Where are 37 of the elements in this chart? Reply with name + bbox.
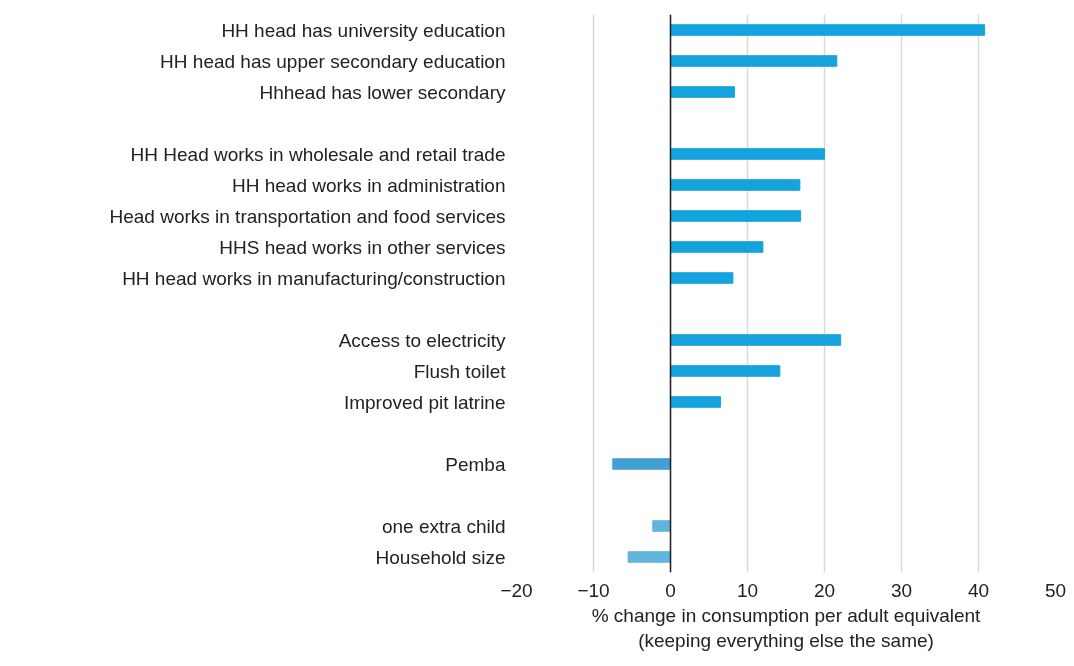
y-tick-label: Pemba	[445, 453, 506, 475]
x-tick-label: 10	[736, 579, 759, 601]
x-tick-label: −20	[500, 579, 533, 601]
bar	[670, 179, 801, 191]
bar	[670, 24, 986, 36]
x-tick-label: 40	[967, 579, 990, 601]
bar	[670, 148, 825, 160]
bar	[670, 55, 838, 67]
bar	[627, 551, 671, 563]
y-tick-label: HH head has university education	[221, 19, 506, 41]
x-tick-label: 20	[813, 579, 836, 601]
y-tick-label: HH head works in manufacturing/construction	[122, 267, 506, 289]
bar	[670, 396, 722, 408]
bar	[652, 520, 671, 532]
y-tick-label: HH head has upper secondary education	[160, 50, 506, 72]
bar	[612, 458, 671, 470]
x-tick-label: 50	[1044, 579, 1067, 601]
y-tick-label: Improved pit latrine	[343, 391, 506, 413]
x-tick-label: 30	[890, 579, 913, 601]
bar	[670, 210, 802, 222]
x-tick-label: −10	[577, 579, 610, 601]
y-tick-label: one extra child	[381, 515, 506, 537]
bar	[670, 241, 764, 253]
y-tick-label: Household size	[375, 546, 506, 568]
y-tick-label: HHS head works in other services	[219, 236, 506, 258]
x-tick-label: 0	[665, 579, 676, 601]
bar	[670, 86, 735, 98]
x-axis-title: % change in consumption per adult equivalent (keeping everything else the same)	[591, 604, 982, 651]
y-tick-label: Hhhead has lower secondary	[259, 81, 506, 103]
bar	[670, 334, 842, 346]
bar	[670, 272, 734, 284]
y-tick-label: HH Head works in wholesale and retail trade	[130, 143, 506, 165]
y-tick-label: Access to electricity	[338, 329, 506, 351]
y-tick-label: HH head works in administration	[231, 174, 506, 196]
y-tick-label: Flush toilet	[413, 360, 507, 382]
y-tick-label: Head works in transportation and food services	[109, 205, 506, 227]
bar	[670, 365, 781, 377]
